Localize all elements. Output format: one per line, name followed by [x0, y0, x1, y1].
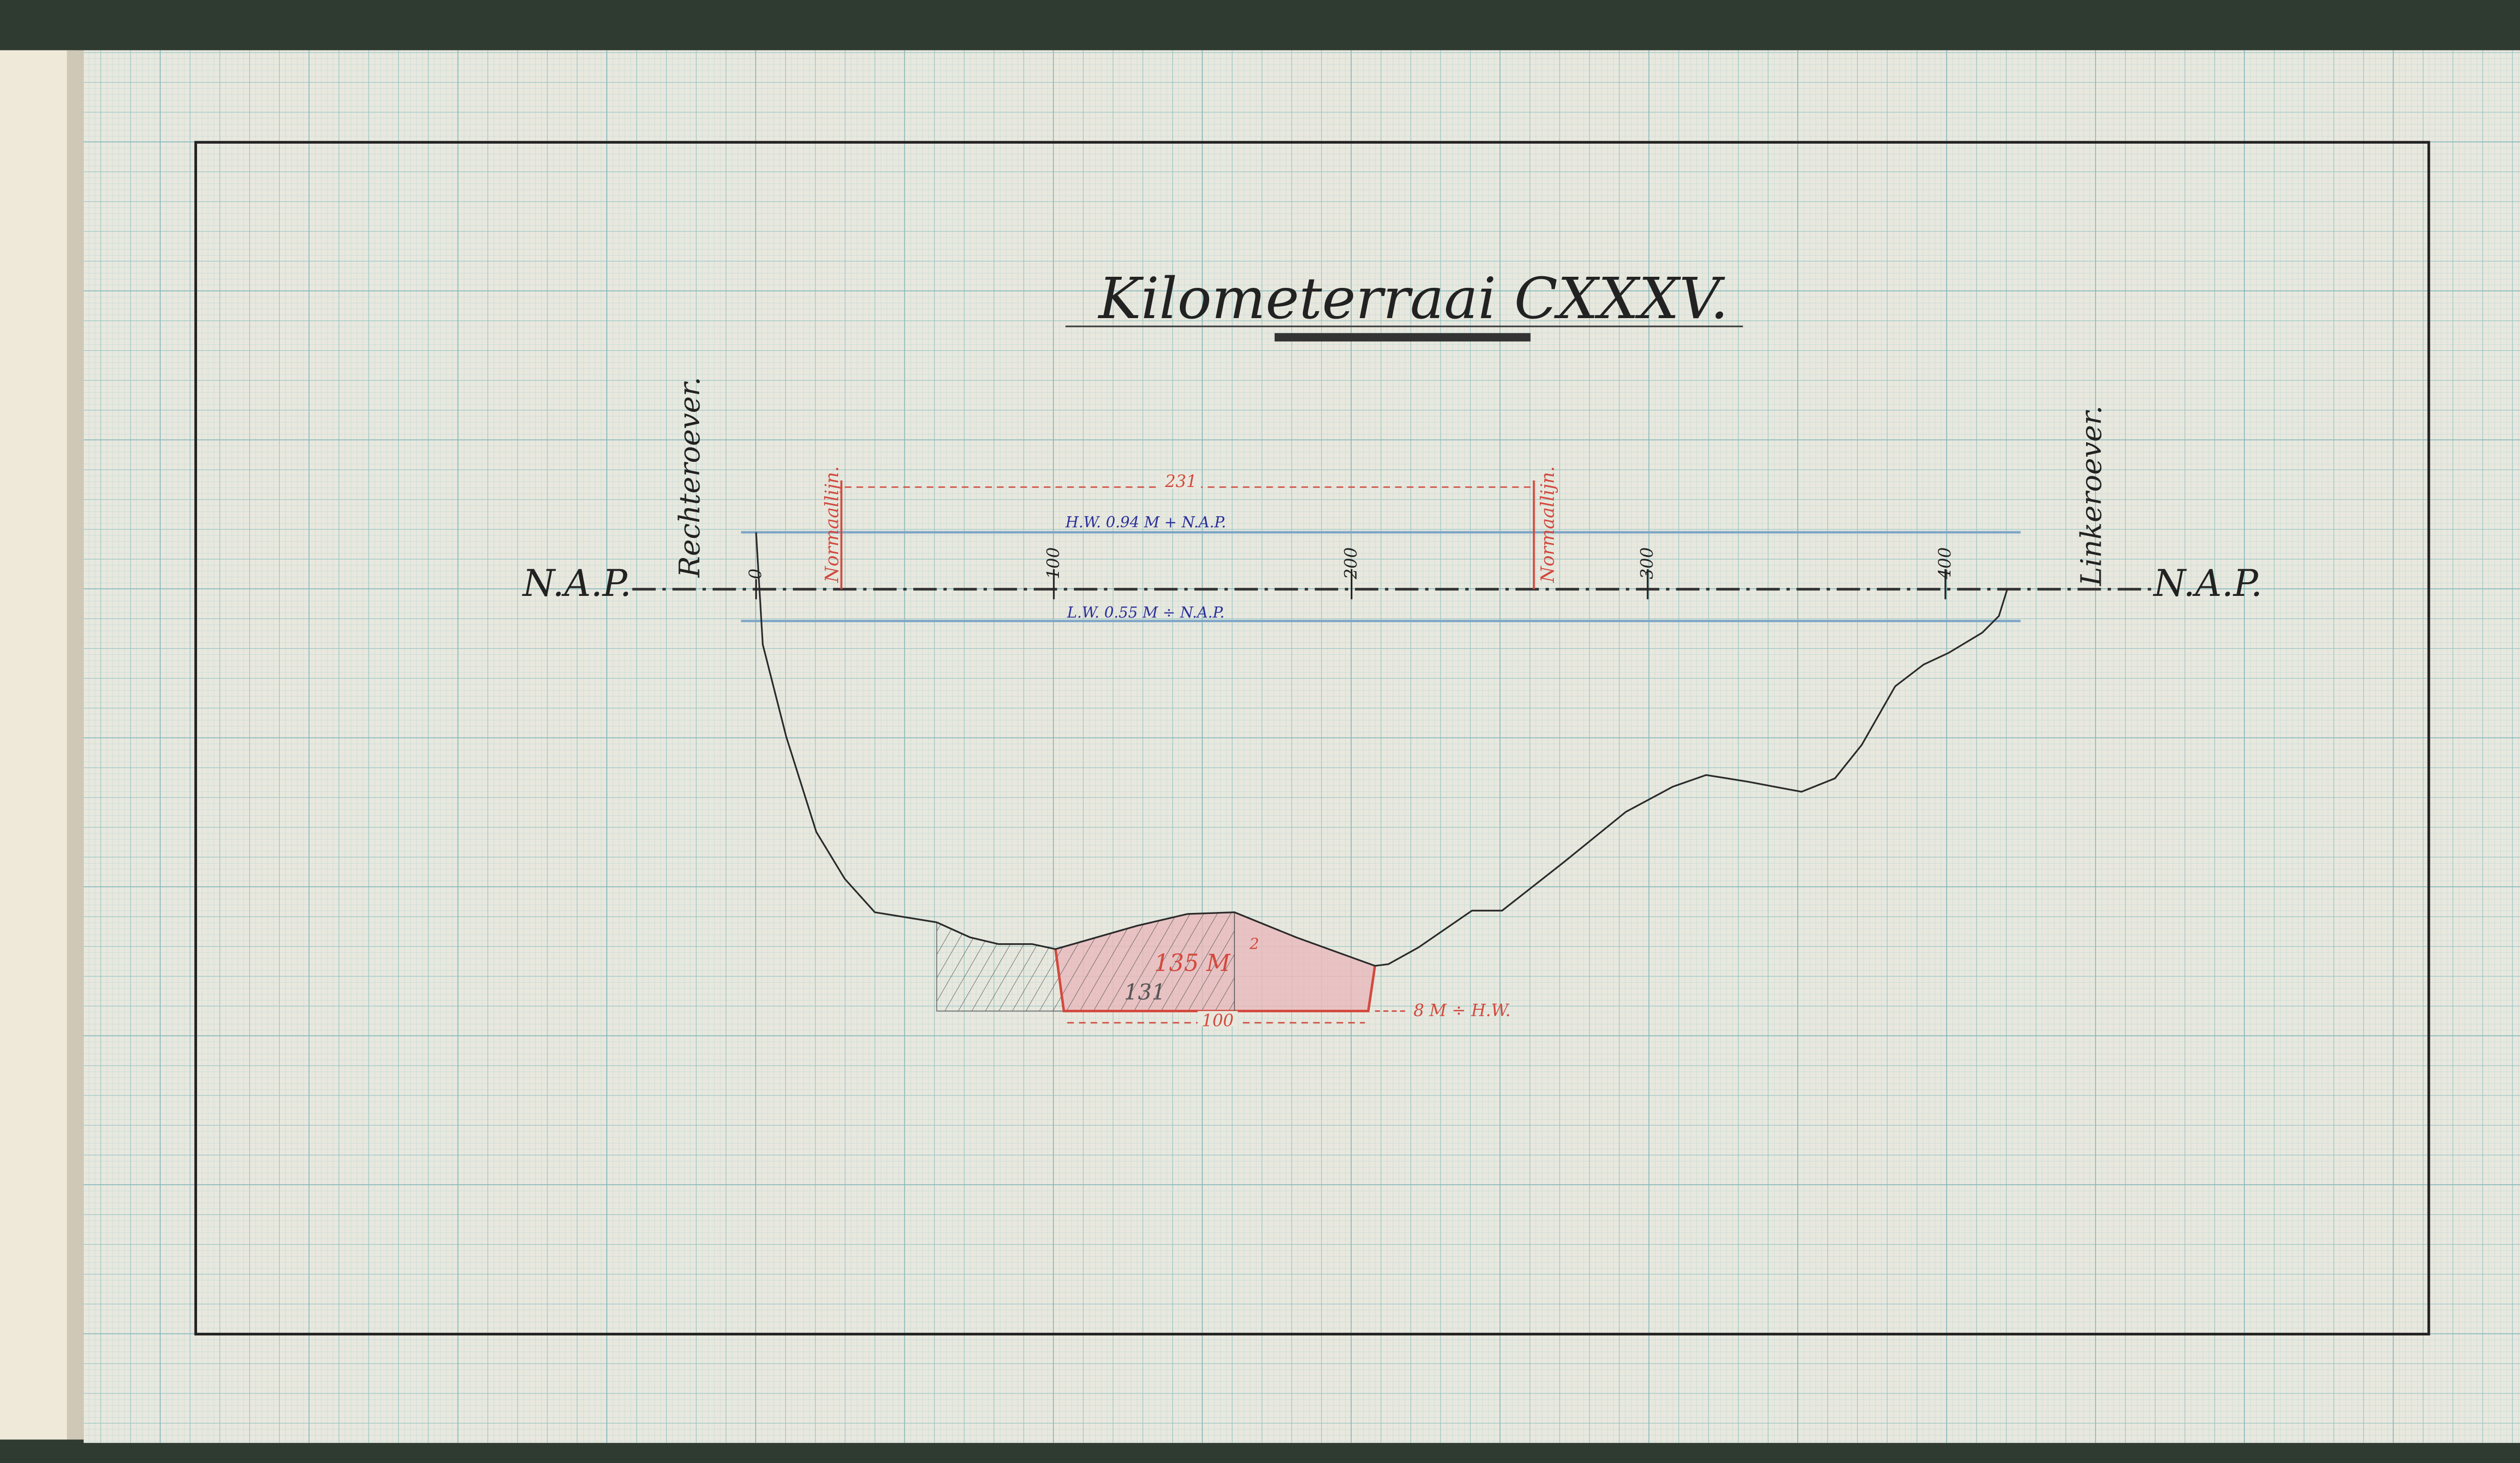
riverbed-profile: [755, 532, 2008, 967]
drawing-frame: [194, 141, 2430, 1335]
tick-label-200: 200: [1341, 547, 1361, 579]
depth-label: 8 M ÷ H.W.: [1413, 1000, 1510, 1020]
dimension-gap-bottom: [1198, 1011, 1238, 1026]
high-water-label: H.W. 0.94 M + N.A.P.: [1065, 514, 1226, 531]
left-page-edge: [0, 50, 74, 1440]
tick-label-100: 100: [1043, 547, 1063, 579]
title-bar: [1274, 333, 1531, 342]
left-bank-label: Linkeroever.: [2075, 405, 2108, 586]
dimension-gap: [1161, 473, 1201, 489]
normal-line-right-label: Normaallijn.: [1537, 466, 1558, 583]
pencil-area-label: 131: [1124, 980, 1165, 1005]
nap-label-left: N.A.P.: [522, 562, 632, 605]
nap-label-right: N.A.P.: [2153, 562, 2262, 605]
grid-bold: [83, 50, 2520, 1443]
tick-label-300: 300: [1637, 547, 1657, 579]
area-superscript: 2: [1249, 936, 1259, 953]
normal-line-left-label: Normaallijn.: [821, 466, 843, 583]
tick-label-0: 0: [745, 569, 765, 579]
normal-width-label: 231: [1164, 471, 1196, 491]
area-label: 135 M: [1154, 949, 1231, 977]
bottom-width-label: 100: [1202, 1010, 1233, 1030]
distance-ticks: 0 100 200 300 400: [745, 547, 1955, 599]
right-bank-label: Rechteroever.: [673, 377, 706, 578]
tick-label-400: 400: [1935, 547, 1955, 579]
binding-gutter: [67, 50, 84, 1440]
low-water-label: L.W. 0.55 M ÷ N.A.P.: [1066, 604, 1225, 622]
title: Kilometerraai CXXXV.: [1098, 265, 1729, 332]
